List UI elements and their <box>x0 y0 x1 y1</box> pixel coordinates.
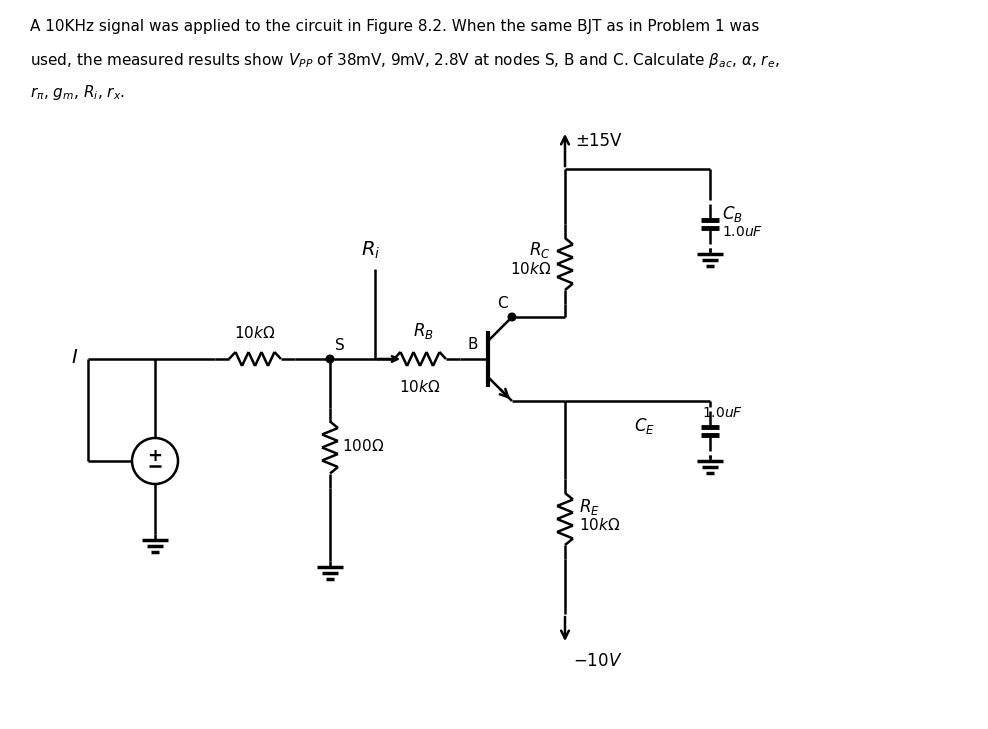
Text: $r_{\pi}$, $g_m$, $R_i$, $r_x$.: $r_{\pi}$, $g_m$, $R_i$, $r_x$. <box>30 83 125 102</box>
Text: $10k\Omega$: $10k\Omega$ <box>510 261 551 277</box>
Text: $10k\Omega$: $10k\Omega$ <box>579 517 620 533</box>
Text: $100\Omega$: $100\Omega$ <box>342 437 384 453</box>
Text: A 10KHz signal was applied to the circuit in Figure 8.2. When the same BJT as in: A 10KHz signal was applied to the circui… <box>30 19 760 34</box>
Text: +: + <box>147 447 162 465</box>
Text: $10k\Omega$: $10k\Omega$ <box>399 379 441 395</box>
Text: $1.0uF$: $1.0uF$ <box>702 406 743 420</box>
Circle shape <box>508 313 516 321</box>
Text: $R_i$: $R_i$ <box>362 240 380 261</box>
Text: $C_E$: $C_E$ <box>634 416 655 436</box>
Text: $-10V$: $-10V$ <box>573 652 622 670</box>
Text: $R_E$: $R_E$ <box>579 497 600 517</box>
Text: S: S <box>335 338 345 353</box>
Text: ±15V: ±15V <box>575 132 621 150</box>
Text: $10k\Omega$: $10k\Omega$ <box>234 325 276 341</box>
Text: $1.0uF$: $1.0uF$ <box>722 225 763 239</box>
Text: B: B <box>467 337 478 352</box>
Text: $R_B$: $R_B$ <box>413 321 434 341</box>
Text: C: C <box>497 296 508 311</box>
Text: $C_B$: $C_B$ <box>722 204 743 224</box>
Circle shape <box>326 355 334 363</box>
Text: $I$: $I$ <box>71 348 78 367</box>
Text: $R_C$: $R_C$ <box>530 240 551 260</box>
Text: used, the measured results show $V_{PP}$ of 38mV, 9mV, 2.8V at nodes S, B and C.: used, the measured results show $V_{PP}$… <box>30 51 780 70</box>
